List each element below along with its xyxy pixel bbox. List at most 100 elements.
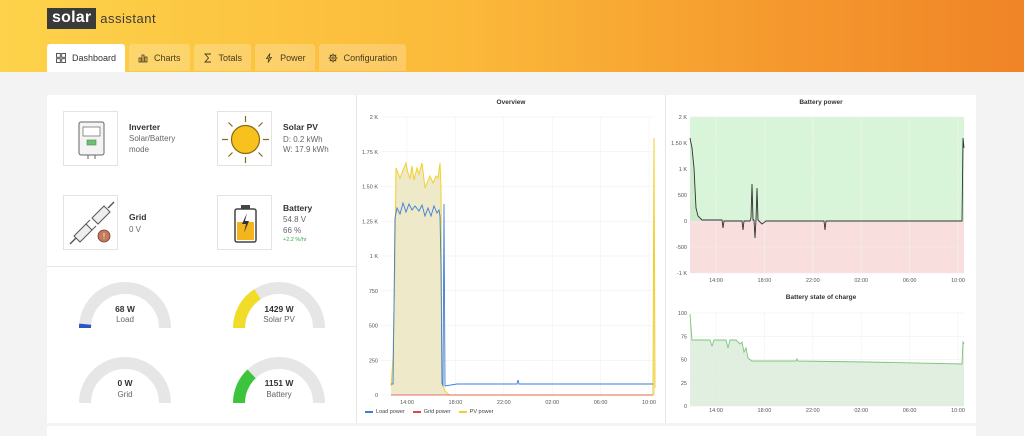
legend-item[interactable]: PV power [458, 409, 494, 415]
legend-item[interactable]: Load power [365, 409, 405, 415]
inverter-icon [78, 121, 105, 159]
tab-totals[interactable]: Totals [193, 44, 252, 71]
battery-rate: +2.2 %/hr [283, 237, 307, 243]
y-tick-label: 1.50 K [671, 141, 687, 147]
gauge-arc [233, 282, 325, 329]
battery-gauge: 1151 W Battery [229, 353, 329, 409]
x-tick-label: 02:00 [854, 278, 868, 284]
battery-title: Battery [283, 203, 313, 213]
x-tick-label: 02:00 [545, 400, 559, 406]
gauge-fill [233, 289, 262, 329]
tab-label: Totals [218, 52, 243, 63]
divider [665, 95, 666, 423]
gauge-label: Solar PV [263, 315, 295, 324]
sun-icon [222, 116, 269, 163]
gauge-track [79, 357, 171, 404]
soc-line [689, 313, 965, 365]
plug-icon: ! [69, 201, 115, 245]
legend-swatch [458, 411, 467, 413]
divider [356, 95, 357, 423]
x-tick-label: 18:00 [758, 408, 772, 414]
y-tick-label: 2 K [679, 115, 688, 121]
x-tick-label: 02:00 [854, 408, 868, 414]
app-logo[interactable]: solar assistant [47, 7, 156, 29]
legend-label: Load power [376, 409, 405, 415]
chart-title: Battery state of charge [785, 294, 857, 301]
gear-icon [328, 53, 338, 62]
y-tick-label: 1 K [370, 254, 379, 260]
x-tick-label: 06:00 [594, 400, 608, 406]
bar-chart-icon [138, 54, 148, 62]
legend-item[interactable]: Grid power [412, 409, 451, 415]
divider [47, 266, 356, 267]
gauge-value: 0 W [117, 378, 133, 388]
y-tick-label: 500 [678, 193, 687, 199]
y-tick-label: 0 [684, 219, 687, 225]
solar-title: Solar PV [283, 122, 318, 132]
y-tick-label: -500 [676, 245, 687, 251]
overview-chart: 2 K 1.75 K 1.50 K 1.25 K 1 K 750 500 250 0 14:00 1… [362, 115, 656, 406]
x-tick-label: 18:00 [758, 278, 772, 284]
svg-text:!: ! [103, 232, 105, 241]
grid-gauge: 0 W Grid [75, 353, 175, 409]
y-tick-label: 50 [681, 358, 687, 364]
y-tick-label: 750 [369, 289, 378, 295]
inverter-image [63, 111, 118, 166]
pv-line [390, 137, 656, 396]
x-tick-label: 14:00 [709, 408, 723, 414]
logo-box: solar [47, 7, 97, 29]
gauge-value: 68 W [115, 304, 135, 314]
tab-charts[interactable]: Charts [129, 44, 190, 71]
y-tick-label: 500 [369, 324, 378, 330]
solar-daily: D: 0.2 kWh [283, 135, 323, 144]
chart-title: Overview [496, 99, 526, 106]
y-tick-label: 1.25 K [362, 219, 378, 225]
tab-power[interactable]: Power [255, 44, 315, 71]
solar-image [217, 111, 272, 166]
y-tick-label: 250 [369, 358, 378, 364]
grid-icon [56, 53, 66, 63]
soc-area [690, 314, 964, 406]
battery-power-chart: 2 K 1.50 K 1 K 500 0 -500 -1 K 14:00 18:00 22:00 0… [671, 115, 965, 284]
gauge-arc [233, 357, 325, 404]
y-tick-label: 25 [681, 381, 687, 387]
bolt-icon [265, 52, 273, 63]
load-line [391, 201, 653, 387]
battery-power-line [689, 137, 965, 239]
y-tick-label: 1.50 K [362, 185, 378, 191]
tab-label: Configuration [343, 52, 398, 63]
y-tick-label: 1 K [679, 167, 688, 173]
gauge-label: Grid [117, 390, 133, 399]
x-tick-label: 10:00 [642, 400, 656, 406]
gauge-track [79, 282, 171, 329]
battery-voltage: 54.8 V [283, 215, 307, 224]
main-tabs: Dashboard Charts Totals Power Configurat… [47, 44, 410, 72]
y-tick-label: 2 K [370, 115, 379, 121]
gauge-arc [79, 357, 171, 404]
x-tick-label: 22:00 [497, 400, 511, 406]
x-tick-label: 22:00 [806, 278, 820, 284]
gauge-value: 1429 W [264, 304, 294, 314]
legend-swatch [412, 411, 421, 413]
gauge-label: Load [116, 315, 134, 324]
solar-weekly: W: 17.9 kWh [283, 145, 329, 154]
tab-configuration[interactable]: Configuration [318, 44, 407, 71]
x-tick-label: 14:00 [400, 400, 414, 406]
legend-label: PV power [469, 409, 494, 415]
load-gauge: 68 W Load [75, 278, 175, 334]
x-tick-label: 06:00 [903, 278, 917, 284]
legend-label: Grid power [423, 409, 451, 415]
grid-image: ! [63, 195, 118, 250]
grid-voltage: 0 V [129, 225, 142, 234]
y-tick-label: -1 K [677, 271, 687, 277]
chart-title: Battery power [799, 99, 843, 106]
battery-icon [234, 205, 257, 243]
x-tick-label: 06:00 [903, 408, 917, 414]
x-tick-label: 18:00 [449, 400, 463, 406]
y-tick-label: 1.75 K [362, 150, 378, 156]
x-tick-label: 10:00 [951, 278, 965, 284]
x-tick-label: 14:00 [709, 278, 723, 284]
solar-gauge: 1429 W Solar PV [229, 278, 329, 334]
tab-dashboard[interactable]: Dashboard [47, 44, 126, 72]
y-tick-label: 75 [681, 334, 687, 340]
